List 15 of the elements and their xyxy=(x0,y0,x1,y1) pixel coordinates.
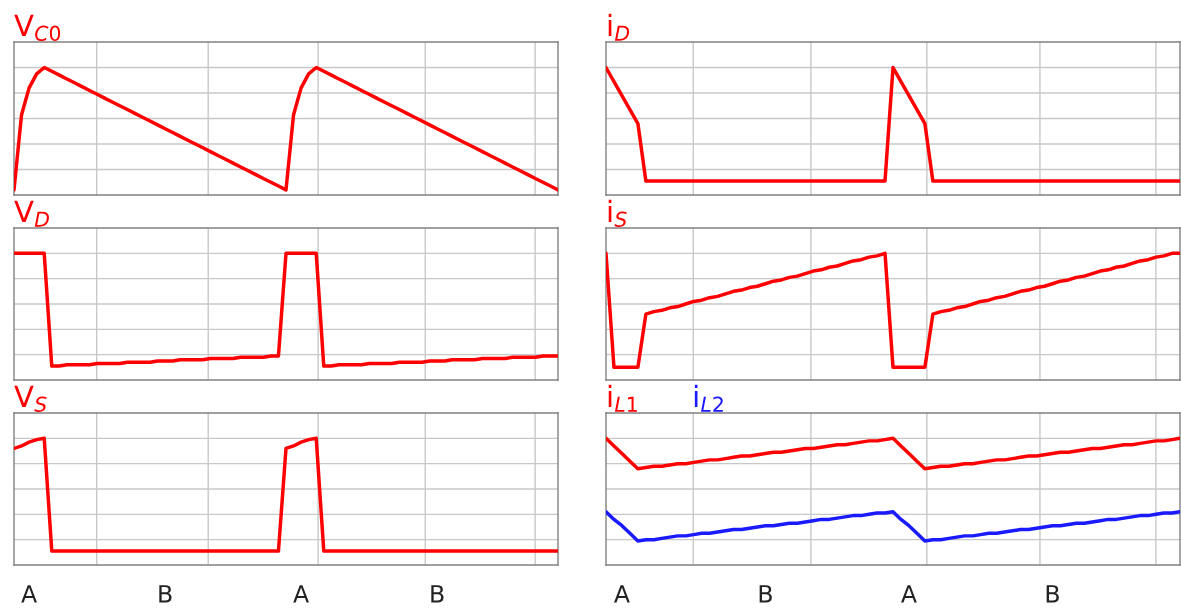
chart-title: i$_{S}$ xyxy=(608,199,627,228)
x-tick-label: B xyxy=(159,585,172,603)
x-tick-label: A xyxy=(901,585,917,603)
x-tick-label: A xyxy=(614,585,630,603)
chart-title: V$_{S}$ xyxy=(14,385,47,412)
x-tick-label: A xyxy=(21,585,37,603)
chart-title: i$_{D}$ xyxy=(608,13,630,41)
x-tick-label: A xyxy=(293,585,309,603)
x-tick-label: B xyxy=(1046,585,1059,603)
x-tick-label: B xyxy=(759,585,772,603)
chart-title: V$_{D}$ xyxy=(14,200,49,227)
chart-title: V$_{C0}$ xyxy=(14,14,61,41)
series-label: i$_{L1}$ xyxy=(608,384,637,412)
text: i$_{L2}$ xyxy=(694,384,723,412)
x-tick-label: B xyxy=(431,585,444,603)
